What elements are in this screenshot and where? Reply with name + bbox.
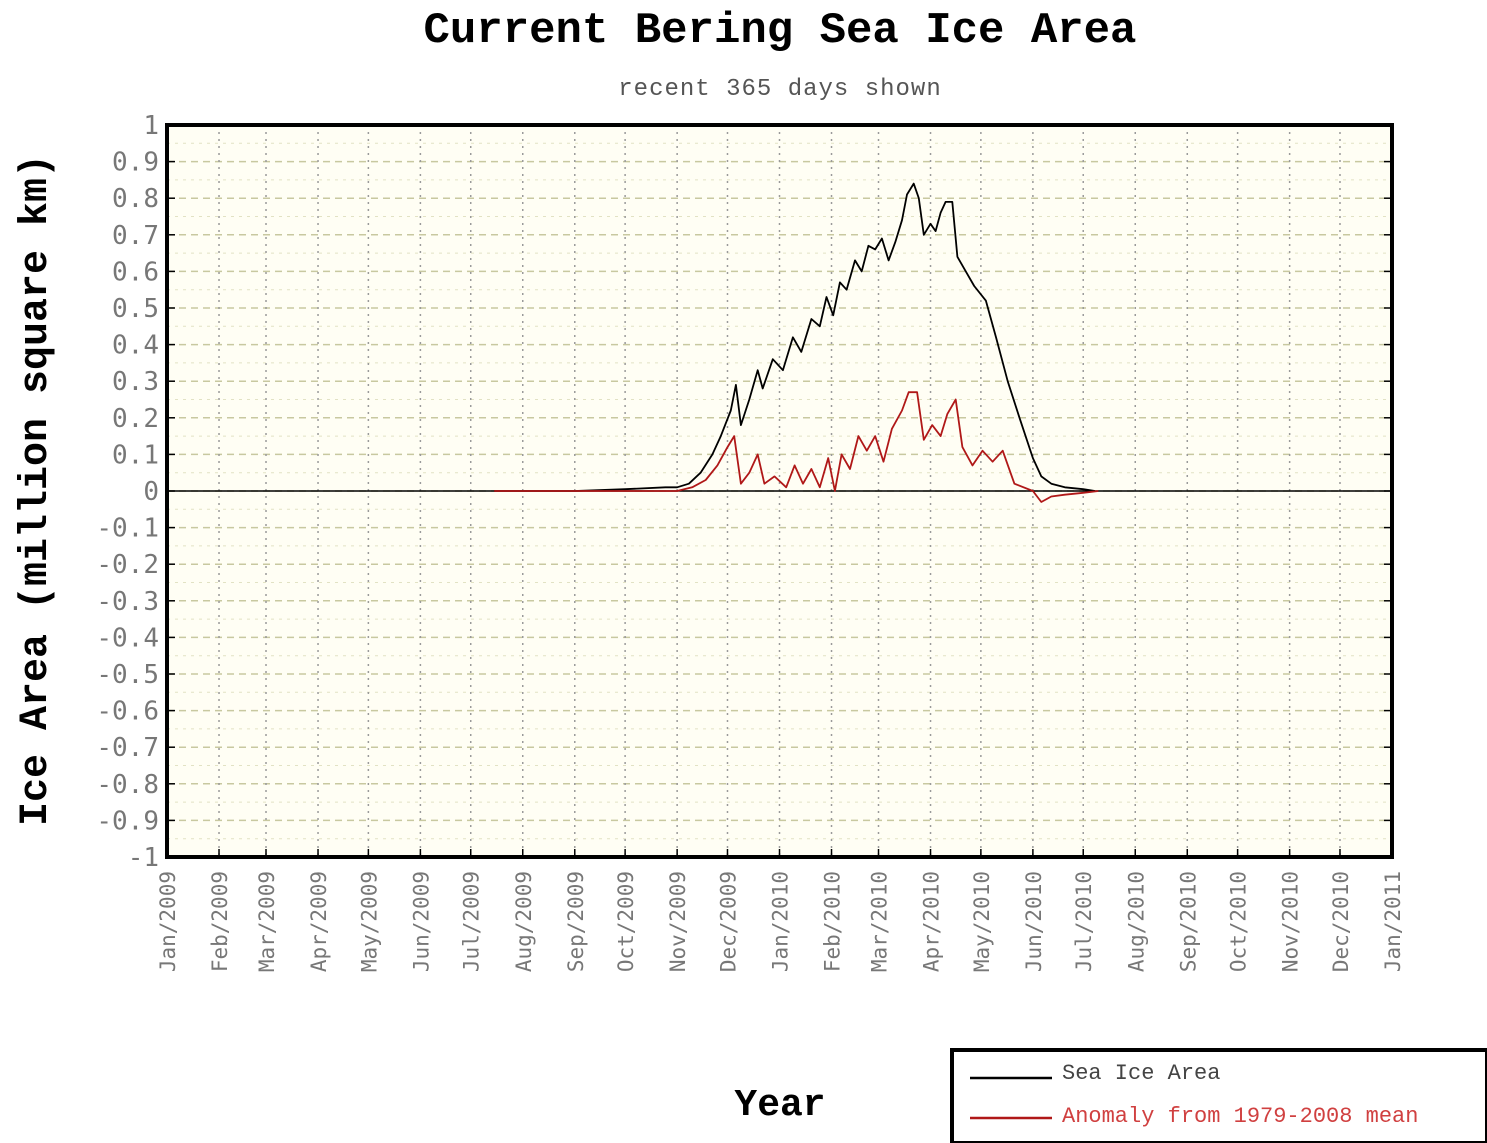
- y-tick-label: 0.2: [112, 404, 159, 434]
- x-tick-label: Aug/2009: [512, 871, 536, 972]
- x-tick-label: Dec/2010: [1329, 871, 1353, 972]
- y-tick-label: 0.9: [112, 148, 159, 178]
- x-tick-label: Jan/2011: [1381, 871, 1405, 972]
- x-tick-label: Jan/2010: [769, 871, 793, 972]
- x-axis-label: Year: [734, 1084, 825, 1127]
- x-axis-ticks: Jan/2009 Feb/2009 Mar/2009 Apr/2009 May/2009…: [156, 849, 1405, 972]
- series-anomaly-line: [494, 391, 1099, 503]
- x-tick-label: Jan/2009: [156, 871, 180, 972]
- y-tick-label: -0.4: [96, 623, 159, 653]
- y-tick-label: -0.9: [96, 806, 159, 836]
- y-tick-label: 0.6: [112, 257, 159, 287]
- x-tick-label: Sep/2009: [564, 871, 588, 972]
- y-tick-label: -0.3: [96, 587, 159, 617]
- x-tick-label: Aug/2010: [1124, 871, 1148, 972]
- x-tick-label: Nov/2009: [666, 871, 690, 972]
- y-axis-ticks: 1 0.9 0.8 0.7 0.6 0.5 0.4 0.3 0.2 0.1 0 -0.1 -0.2 -0.…: [96, 111, 1392, 873]
- series-lines: [494, 182, 1099, 503]
- chart-subtitle: recent 365 days shown: [618, 76, 941, 103]
- legend-box: [950, 1048, 1487, 1143]
- y-tick-label: -0.8: [96, 770, 159, 800]
- x-tick-label: Jul/2009: [460, 871, 484, 972]
- y-axis-label: Ice Area (million square km): [14, 154, 59, 826]
- y-tick-label: 0.3: [112, 367, 159, 397]
- x-tick-label: Dec/2009: [716, 871, 740, 972]
- x-tick-label: Oct/2009: [614, 871, 638, 972]
- x-tick-label: Apr/2010: [920, 871, 944, 972]
- y-tick-label: -0.1: [96, 514, 159, 544]
- y-tick-label: 0: [143, 477, 159, 507]
- y-tick-label: -0.5: [96, 660, 159, 690]
- legend-label-anomaly: Anomaly from 1979-2008 mean: [1062, 1104, 1418, 1129]
- y-tick-label: 1: [143, 111, 159, 141]
- y-tick-label: -0.7: [96, 733, 159, 763]
- x-tick-label: Apr/2009: [307, 871, 331, 972]
- y-tick-label: 0.5: [112, 294, 159, 324]
- x-tick-label: Jul/2010: [1072, 871, 1096, 972]
- legend-label-sea-ice-area: Sea Ice Area: [1062, 1061, 1220, 1086]
- legend: Sea Ice Area Anomaly from 1979-2008 mean: [950, 1048, 1487, 1143]
- x-tick-label: Mar/2009: [255, 871, 279, 972]
- x-tick-label: May/2010: [970, 871, 994, 972]
- y-tick-label: -0.6: [96, 697, 159, 727]
- y-tick-label: 0.1: [112, 440, 159, 470]
- y-tick-label: -1: [128, 843, 159, 873]
- x-tick-label: Nov/2010: [1279, 871, 1303, 972]
- x-tick-label: Sep/2010: [1176, 871, 1200, 972]
- x-tick-label: Jun/2010: [1022, 871, 1046, 972]
- series-sea-ice-area-line: [494, 182, 1096, 492]
- y-tick-label: 0.8: [112, 184, 159, 214]
- x-tick-label: Feb/2009: [208, 871, 232, 972]
- grid: [167, 124, 1392, 858]
- chart-title: Current Bering Sea Ice Area: [424, 6, 1137, 56]
- x-tick-label: May/2009: [357, 871, 381, 972]
- y-tick-label: -0.2: [96, 550, 159, 580]
- y-tick-label: 0.7: [112, 221, 159, 251]
- x-tick-label: Jun/2009: [409, 871, 433, 972]
- x-tick-label: Feb/2010: [821, 871, 845, 972]
- y-tick-label: 0.4: [112, 331, 159, 361]
- x-tick-label: Mar/2010: [868, 871, 892, 972]
- x-tick-label: Oct/2010: [1227, 871, 1251, 972]
